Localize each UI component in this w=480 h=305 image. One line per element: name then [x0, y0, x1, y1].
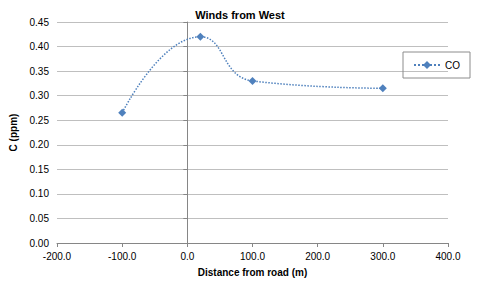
svg-text:200.0: 200.0 [305, 251, 330, 262]
svg-text:C (ppm): C (ppm) [8, 114, 19, 152]
svg-text:100.0: 100.0 [240, 251, 265, 262]
svg-text:0.35: 0.35 [30, 66, 50, 77]
svg-text:0.20: 0.20 [30, 139, 50, 150]
svg-text:-100.0: -100.0 [108, 251, 137, 262]
svg-text:Distance from road (m): Distance from road (m) [198, 267, 307, 278]
svg-text:-200.0: -200.0 [43, 251, 72, 262]
svg-text:CO: CO [445, 60, 460, 71]
svg-text:300.0: 300.0 [370, 251, 395, 262]
svg-text:Winds from West: Winds from West [195, 9, 285, 21]
svg-text:0.25: 0.25 [30, 115, 50, 126]
svg-text:0.45: 0.45 [30, 17, 50, 28]
svg-text:0.40: 0.40 [30, 41, 50, 52]
svg-text:0.10: 0.10 [30, 188, 50, 199]
svg-text:0.30: 0.30 [30, 90, 50, 101]
svg-text:0.00: 0.00 [30, 238, 50, 249]
svg-text:0.15: 0.15 [30, 164, 50, 175]
svg-text:400.0: 400.0 [435, 251, 460, 262]
svg-text:0.05: 0.05 [30, 213, 50, 224]
svg-text:0.0: 0.0 [180, 251, 194, 262]
